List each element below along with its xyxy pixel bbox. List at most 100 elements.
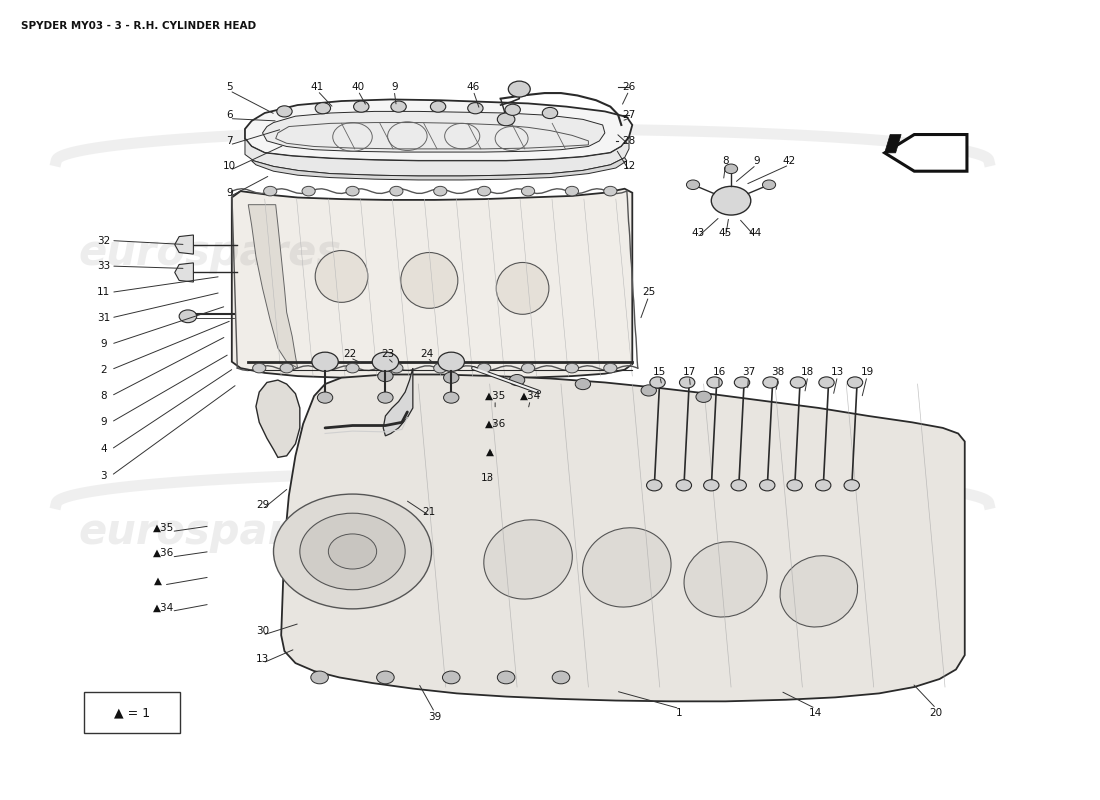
Circle shape [815, 480, 830, 491]
Circle shape [760, 480, 774, 491]
Polygon shape [282, 374, 965, 702]
Text: 18: 18 [801, 367, 814, 377]
Circle shape [477, 186, 491, 196]
Text: ▲ = 1: ▲ = 1 [114, 706, 150, 719]
Polygon shape [252, 158, 627, 180]
Circle shape [641, 385, 657, 396]
Text: ▲34: ▲34 [153, 602, 175, 612]
Text: 1: 1 [676, 707, 683, 718]
Ellipse shape [496, 262, 549, 314]
Text: 6: 6 [227, 110, 233, 119]
Circle shape [565, 363, 579, 373]
Circle shape [508, 81, 530, 97]
Text: SPYDER MY03 - 3 - R.H. CYLINDER HEAD: SPYDER MY03 - 3 - R.H. CYLINDER HEAD [21, 22, 256, 31]
Circle shape [497, 671, 515, 684]
Circle shape [280, 363, 294, 373]
Circle shape [735, 377, 750, 388]
Circle shape [179, 310, 197, 322]
Circle shape [433, 186, 447, 196]
Polygon shape [245, 137, 629, 176]
Circle shape [274, 494, 431, 609]
Circle shape [707, 377, 723, 388]
Text: 16: 16 [713, 367, 726, 377]
Polygon shape [256, 380, 300, 458]
Text: 13: 13 [481, 473, 494, 483]
Text: 24: 24 [420, 349, 433, 358]
Circle shape [521, 186, 535, 196]
Text: 21: 21 [422, 506, 436, 517]
Text: 25: 25 [642, 287, 656, 298]
Circle shape [647, 480, 662, 491]
Ellipse shape [400, 253, 458, 308]
Circle shape [390, 101, 406, 112]
Circle shape [442, 671, 460, 684]
Circle shape [253, 363, 266, 373]
Circle shape [264, 186, 277, 196]
Circle shape [345, 186, 359, 196]
Text: ▲: ▲ [154, 576, 163, 586]
Text: 12: 12 [623, 162, 636, 171]
Circle shape [676, 480, 692, 491]
Circle shape [542, 107, 558, 118]
Text: 11: 11 [97, 287, 110, 298]
Polygon shape [175, 263, 194, 282]
Text: 9: 9 [100, 339, 107, 349]
Text: 39: 39 [428, 712, 441, 722]
Text: ▲35: ▲35 [484, 391, 506, 401]
Circle shape [696, 391, 712, 402]
Ellipse shape [684, 542, 767, 617]
Text: ▲: ▲ [486, 447, 494, 457]
Text: 9: 9 [100, 418, 107, 427]
Polygon shape [884, 134, 901, 153]
Text: 32: 32 [97, 235, 110, 246]
Text: 46: 46 [466, 82, 480, 92]
Text: 26: 26 [623, 82, 636, 92]
Text: ▲36: ▲36 [484, 419, 506, 429]
Polygon shape [884, 134, 967, 171]
Circle shape [438, 352, 464, 371]
Text: ▲35: ▲35 [153, 522, 175, 533]
Circle shape [505, 104, 520, 115]
Circle shape [311, 671, 329, 684]
Circle shape [521, 363, 535, 373]
Ellipse shape [583, 528, 671, 607]
Circle shape [509, 374, 525, 386]
Circle shape [790, 377, 805, 388]
Circle shape [725, 164, 738, 174]
Circle shape [329, 534, 376, 569]
Circle shape [762, 180, 776, 190]
Text: 9: 9 [754, 156, 760, 166]
Circle shape [300, 514, 405, 590]
Circle shape [704, 480, 719, 491]
Text: 44: 44 [749, 227, 762, 238]
Polygon shape [383, 368, 412, 436]
Circle shape [732, 480, 747, 491]
Circle shape [318, 392, 332, 403]
Text: 8: 8 [100, 391, 107, 401]
Text: 5: 5 [227, 82, 233, 92]
Text: 10: 10 [223, 162, 236, 171]
Text: 9: 9 [390, 82, 397, 92]
Circle shape [818, 377, 834, 388]
Text: 43: 43 [692, 227, 705, 238]
Circle shape [302, 186, 316, 196]
Polygon shape [263, 111, 605, 152]
Text: 4: 4 [100, 445, 107, 454]
Ellipse shape [316, 250, 367, 302]
Text: 27: 27 [623, 110, 636, 119]
Circle shape [316, 102, 331, 114]
Circle shape [389, 363, 403, 373]
Circle shape [377, 370, 393, 382]
Text: 30: 30 [256, 626, 270, 636]
Polygon shape [249, 205, 298, 368]
Text: 8: 8 [723, 156, 729, 166]
Text: 14: 14 [808, 707, 822, 718]
Circle shape [372, 352, 398, 371]
Text: 29: 29 [256, 500, 270, 510]
Circle shape [844, 480, 859, 491]
Text: 45: 45 [719, 227, 733, 238]
Text: 22: 22 [343, 349, 356, 358]
Text: 38: 38 [771, 367, 784, 377]
Text: eurospares: eurospares [78, 510, 341, 553]
Text: 3: 3 [100, 470, 107, 481]
